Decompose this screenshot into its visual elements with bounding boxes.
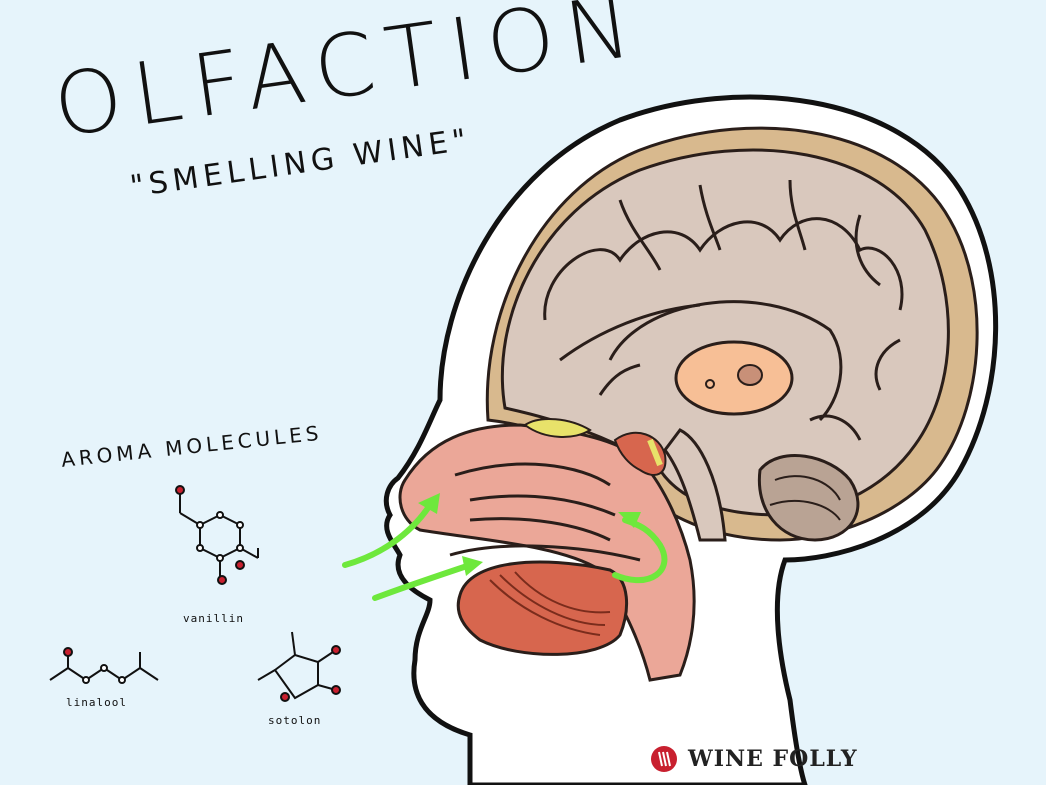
wine-folly-brand: WINE FOLLY	[650, 745, 858, 773]
brain-stem	[663, 428, 727, 542]
linalool-molecule-drawing	[49, 647, 159, 684]
tongue	[456, 560, 629, 656]
thalamus	[674, 340, 794, 416]
corpus-callosum	[608, 300, 843, 422]
brand-name: WINE FOLLY	[688, 746, 858, 772]
wine-folly-logo-icon	[651, 746, 677, 772]
brain-gyri	[543, 179, 904, 441]
vanillin-label: vanillin	[183, 612, 244, 625]
vanillin-molecule-drawing	[175, 485, 259, 585]
sotolon-molecule-drawing	[257, 631, 341, 702]
olfactory-bulb	[523, 418, 592, 438]
turbinates	[454, 462, 616, 542]
sotolon-label: sotolon	[268, 714, 322, 727]
airflow-arrows	[342, 502, 668, 601]
linalool-label: linalool	[66, 696, 127, 709]
